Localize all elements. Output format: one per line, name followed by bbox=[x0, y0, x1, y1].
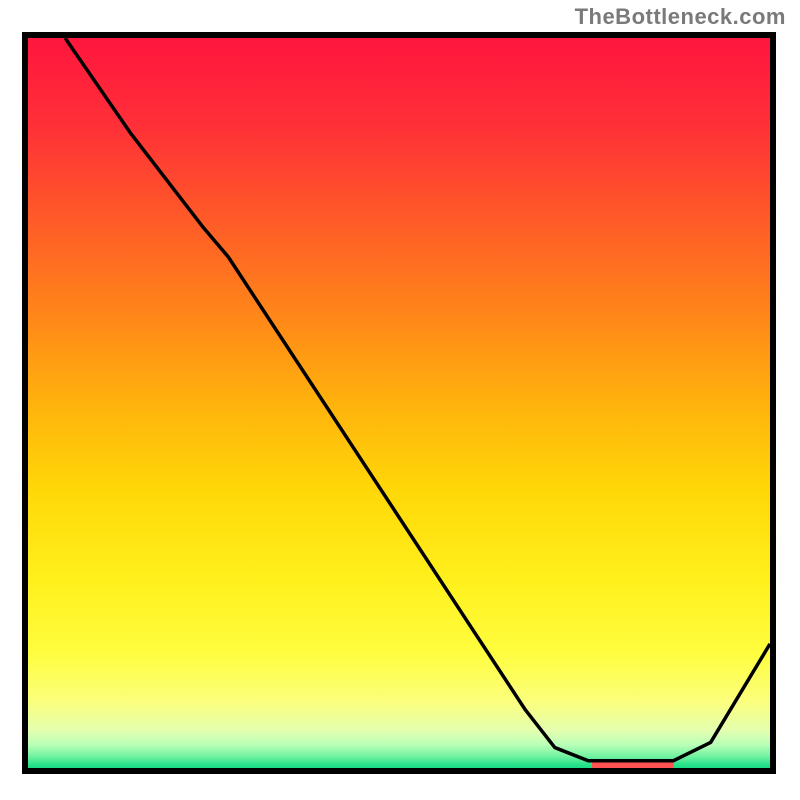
watermark-text: TheBottleneck.com bbox=[575, 4, 786, 30]
chart-container: TheBottleneck.com bbox=[0, 0, 800, 800]
gradient-background bbox=[25, 35, 773, 771]
bottleneck-chart bbox=[0, 0, 800, 800]
